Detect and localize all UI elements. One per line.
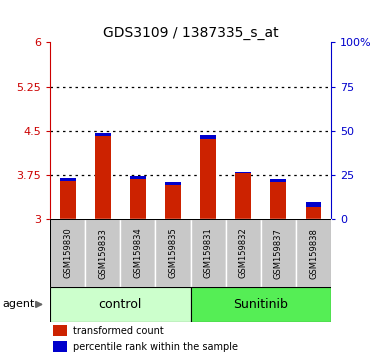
Bar	[95, 133, 110, 136]
Bar	[271, 182, 286, 219]
Bar	[200, 139, 216, 219]
Bar	[235, 173, 251, 219]
Bar	[60, 178, 75, 181]
Text: GSM159838: GSM159838	[309, 228, 318, 279]
Text: percentile rank within the sample: percentile rank within the sample	[72, 342, 238, 352]
Text: transformed count: transformed count	[72, 326, 163, 336]
Bar	[306, 202, 321, 206]
Text: GSM159832: GSM159832	[239, 228, 248, 279]
Bar	[165, 182, 181, 185]
Bar	[130, 179, 146, 219]
Bar	[261, 219, 296, 287]
Bar	[85, 219, 120, 287]
Text: Sunitinib: Sunitinib	[233, 298, 288, 311]
Bar	[165, 185, 181, 219]
Bar	[53, 341, 67, 353]
Text: GSM159831: GSM159831	[204, 228, 213, 279]
Text: GSM159830: GSM159830	[63, 228, 72, 279]
Text: GSM159837: GSM159837	[274, 228, 283, 279]
Title: GDS3109 / 1387335_s_at: GDS3109 / 1387335_s_at	[103, 26, 278, 40]
Bar	[306, 206, 321, 219]
Bar	[53, 325, 67, 336]
Bar	[60, 181, 75, 219]
Bar	[191, 219, 226, 287]
Bar	[271, 179, 286, 182]
Bar	[235, 172, 251, 173]
Bar	[95, 136, 110, 219]
Text: GSM159833: GSM159833	[98, 228, 107, 279]
Bar	[191, 287, 331, 322]
Bar	[296, 219, 331, 287]
Bar	[156, 219, 191, 287]
Text: GSM159835: GSM159835	[169, 228, 177, 279]
Bar	[226, 219, 261, 287]
Bar	[200, 135, 216, 139]
Text: agent: agent	[3, 299, 35, 309]
Bar	[130, 176, 146, 179]
Bar	[121, 219, 156, 287]
Text: GSM159834: GSM159834	[133, 228, 142, 279]
Bar	[50, 287, 191, 322]
Text: control: control	[99, 298, 142, 311]
Bar	[50, 219, 85, 287]
